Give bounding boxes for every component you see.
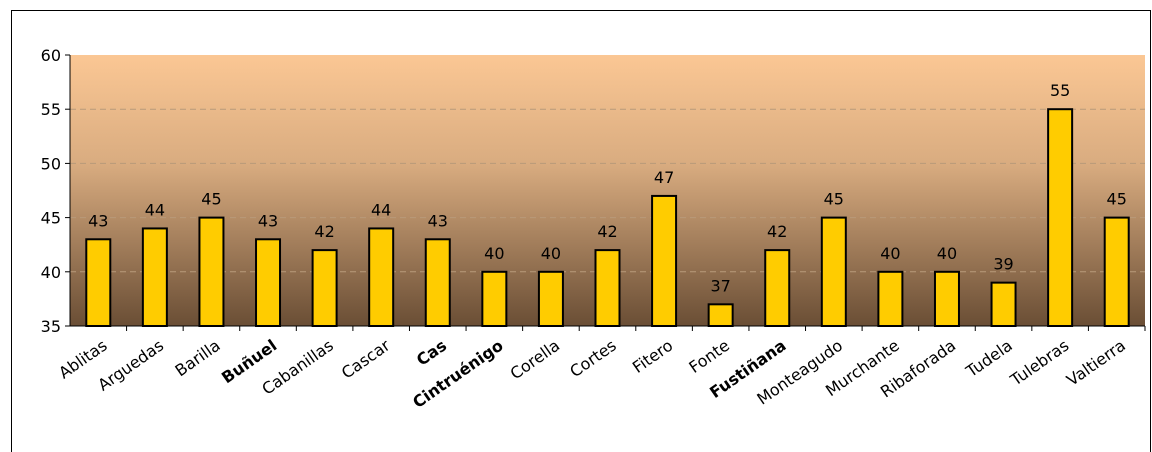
y-tick-label: 35 bbox=[41, 317, 61, 336]
data-label: 37 bbox=[710, 276, 730, 295]
bar bbox=[764, 249, 791, 327]
bar bbox=[141, 227, 168, 327]
y-tick-label: 45 bbox=[41, 209, 61, 228]
y-tick-label: 55 bbox=[41, 100, 61, 119]
data-label: 45 bbox=[1107, 190, 1127, 209]
data-label: 43 bbox=[258, 211, 278, 230]
bars bbox=[85, 108, 1130, 328]
data-label: 42 bbox=[767, 222, 787, 241]
category-label: Tulebras bbox=[1006, 336, 1072, 390]
data-label: 40 bbox=[541, 244, 561, 263]
data-label: 45 bbox=[201, 190, 221, 209]
category-label: Cascar bbox=[338, 335, 394, 382]
bar bbox=[537, 270, 564, 327]
bar bbox=[990, 281, 1017, 328]
data-label: 42 bbox=[314, 222, 334, 241]
data-label: 43 bbox=[88, 211, 108, 230]
bar bbox=[424, 238, 451, 327]
bar bbox=[707, 303, 734, 328]
data-label: 43 bbox=[428, 211, 448, 230]
data-label: 44 bbox=[371, 200, 391, 219]
category-label: Corella bbox=[507, 336, 564, 384]
category-label: Barilla bbox=[171, 336, 223, 381]
bar bbox=[594, 249, 621, 327]
bar bbox=[368, 227, 395, 327]
data-label: 40 bbox=[484, 244, 504, 263]
y-axis-ticks: 35 40 45 50 55 60 bbox=[41, 46, 70, 336]
data-label: 44 bbox=[145, 200, 165, 219]
category-label: Fonte bbox=[685, 336, 733, 377]
bar bbox=[255, 238, 282, 327]
data-label: 39 bbox=[993, 255, 1013, 274]
bar bbox=[1103, 216, 1130, 328]
bar bbox=[481, 270, 508, 327]
bar bbox=[651, 194, 678, 327]
bar bbox=[198, 216, 225, 328]
data-labels: 43 44 45 43 42 44 43 40 40 42 47 37 42 45 40 40 39 55 45 bbox=[88, 81, 1127, 295]
data-label: 55 bbox=[1050, 81, 1070, 100]
gridlines bbox=[70, 108, 1145, 273]
category-label: Valtierra bbox=[1063, 336, 1129, 390]
bar bbox=[311, 249, 338, 327]
data-label: 47 bbox=[654, 168, 674, 187]
bar bbox=[933, 270, 960, 327]
data-label: 42 bbox=[597, 222, 617, 241]
data-label: 40 bbox=[880, 244, 900, 263]
bar bbox=[820, 216, 847, 328]
data-label: 40 bbox=[937, 244, 957, 263]
bar bbox=[1047, 108, 1074, 327]
data-label: 45 bbox=[824, 190, 844, 209]
y-tick-label: 60 bbox=[41, 46, 61, 65]
category-label: Cortes bbox=[566, 336, 619, 381]
y-tick-label: 50 bbox=[41, 154, 61, 173]
bar bbox=[85, 238, 112, 327]
category-label: Fitero bbox=[629, 336, 676, 377]
y-tick-label: 40 bbox=[41, 263, 61, 282]
bar bbox=[877, 270, 904, 327]
category-label: Cas bbox=[413, 336, 450, 370]
